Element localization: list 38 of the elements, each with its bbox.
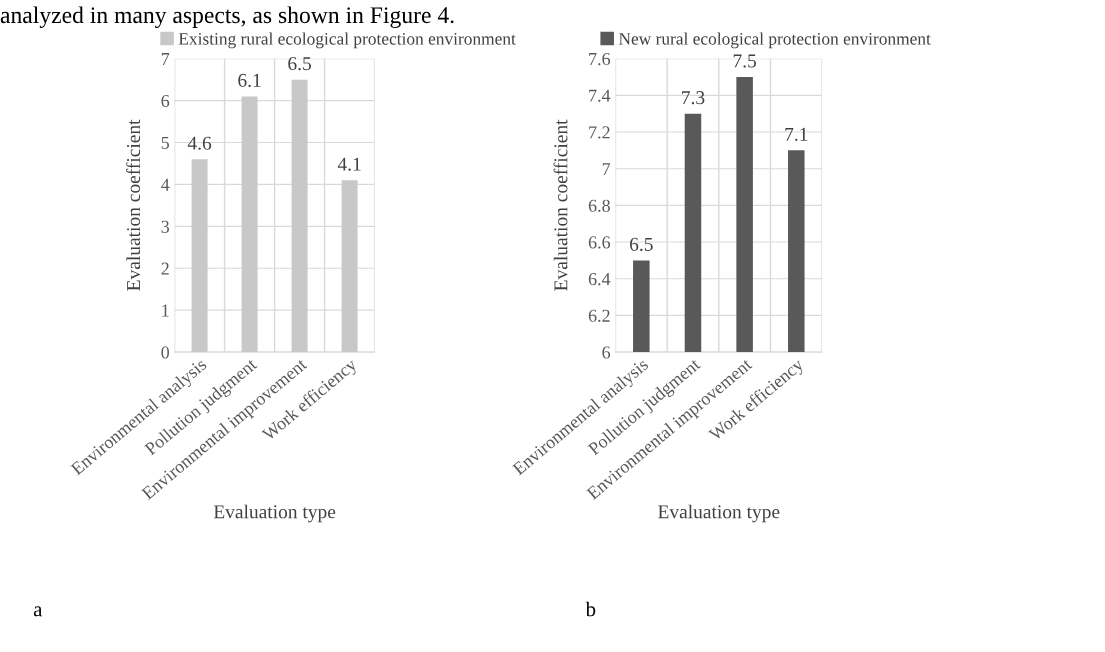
data-label: 4.6 [187,136,212,150]
text: b [585,601,596,617]
y-tick-label: 6.8 [588,199,610,212]
y-axis-title: Evaluation coefficient [126,119,141,291]
bar [291,79,308,353]
y-tick-label: 5 [161,136,170,149]
data-label: 6.1 [238,73,261,87]
y-tick-label: 6.2 [588,309,610,322]
data-label: 6.5 [630,237,653,251]
legend-label: Existing rural ecological protection environment [178,32,516,49]
data-label: 4.1 [337,157,361,171]
data-label: 6.5 [288,57,311,71]
data-label: 7.5 [733,54,757,68]
bar [341,180,358,353]
bar [191,159,208,353]
y-tick-label: 6 [161,94,170,108]
y-tick-label: 7 [161,53,170,65]
data-label: 7.3 [682,91,705,105]
y-tick-label: 6.4 [588,273,611,286]
text: a [33,606,43,617]
y-tick-label: 4 [161,178,170,191]
x-axis-title: Evaluation type [658,504,780,523]
legend-label: New rural ecological protection environment [618,32,931,49]
y-tick-label: 6 [602,346,611,359]
bar [241,96,258,353]
y-tick-label: 3 [161,220,170,233]
y-tick-label: 2 [161,262,169,275]
y-tick-label: 7.4 [589,89,611,102]
y-tick-label: 7.6 [589,52,611,66]
data-label: 7.1 [785,127,808,141]
x-axis-title: Evaluation type [213,504,336,523]
y-tick-label: 0 [161,346,170,359]
y-tick-label: 7.2 [589,126,610,139]
y-tick-label: 6.6 [588,236,611,249]
y-tick-label: 1 [162,304,169,317]
y-tick-label: 7 [602,163,611,175]
text: analyzed in many aspects, as shown in Figure 4. [0,6,454,28]
y-axis-title: Evaluation coefficient [553,119,568,291]
